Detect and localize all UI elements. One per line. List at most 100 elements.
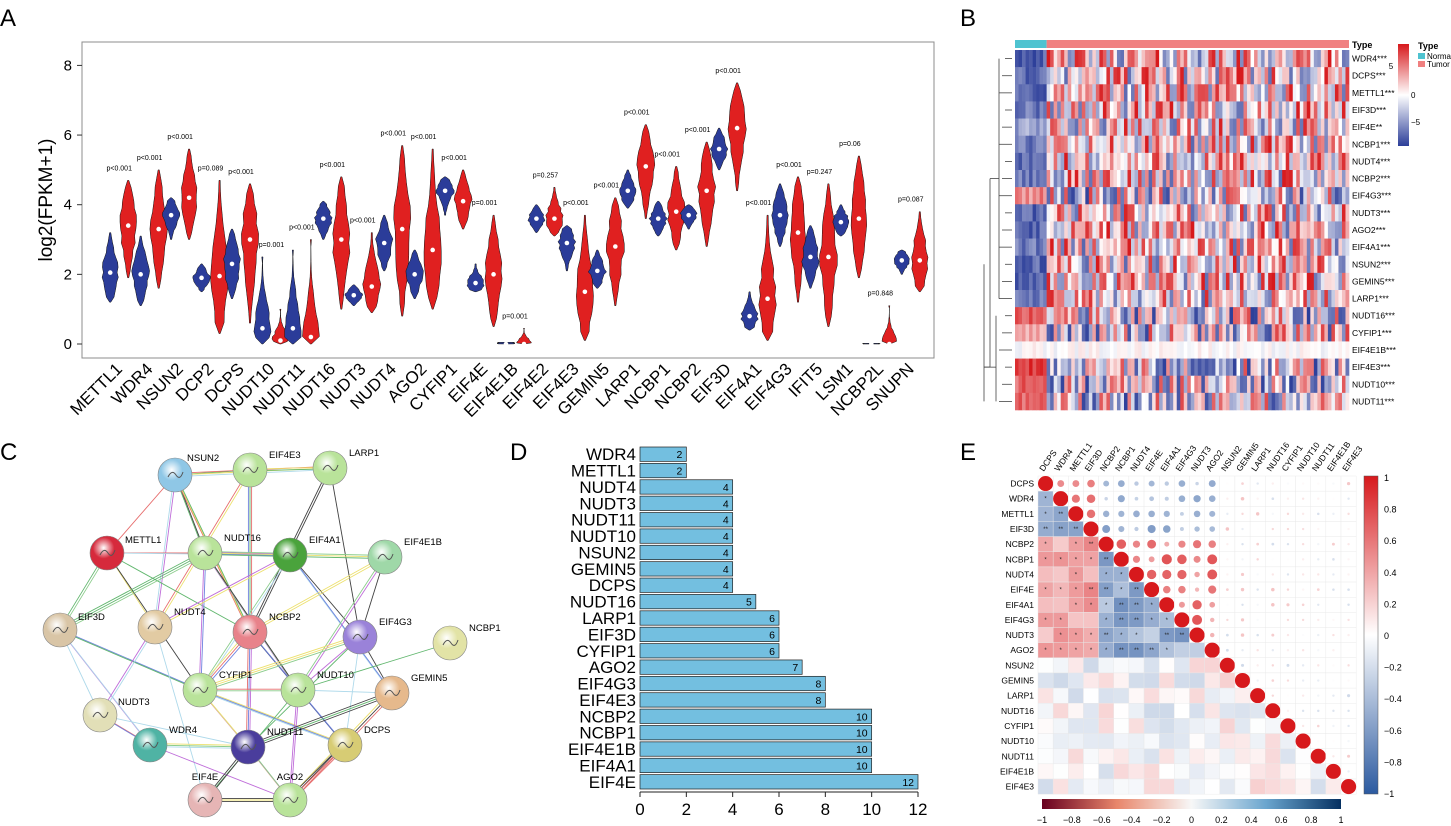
heatmap-cell bbox=[1292, 187, 1297, 205]
heatmap-cell bbox=[1109, 238, 1114, 257]
heatmap-cell bbox=[1278, 358, 1283, 377]
heatmap-cell bbox=[1071, 221, 1076, 239]
heatmap-cell bbox=[1081, 170, 1086, 188]
heatmap-cell bbox=[1029, 152, 1033, 171]
heatmap-cell bbox=[1050, 324, 1054, 342]
heatmap-cell bbox=[1015, 135, 1019, 154]
heatmap-cell bbox=[1345, 170, 1350, 188]
corr-square bbox=[1143, 748, 1160, 765]
heatmap-cell bbox=[1039, 255, 1044, 274]
heatmap-cell bbox=[1180, 290, 1185, 308]
significance-mark: * bbox=[1044, 557, 1047, 563]
heatmap-cell bbox=[1271, 67, 1276, 85]
heatmap-cell bbox=[1102, 307, 1107, 325]
heatmap-cell bbox=[1039, 187, 1044, 205]
heatmap-cell bbox=[1152, 238, 1156, 257]
corr-circle bbox=[1207, 569, 1218, 580]
heatmap-cell bbox=[1025, 238, 1030, 257]
heatmap-cell bbox=[1261, 358, 1265, 377]
heatmap-cell bbox=[1250, 118, 1255, 137]
heatmap-cell bbox=[1081, 290, 1086, 308]
heatmap-cell bbox=[1071, 324, 1076, 342]
heatmap-cell bbox=[1057, 170, 1062, 188]
heatmap-cell bbox=[1194, 204, 1199, 222]
protein-structure-icon bbox=[192, 686, 209, 693]
heatmap-cell bbox=[1268, 135, 1272, 154]
corr-square bbox=[1143, 672, 1160, 689]
corr-square bbox=[1098, 778, 1114, 795]
heatmap-cell bbox=[1310, 375, 1315, 394]
heatmap-cell bbox=[1282, 187, 1287, 205]
heatmap-cell bbox=[1022, 272, 1026, 291]
heatmap-cell bbox=[1127, 272, 1132, 291]
heatmap-cell bbox=[1285, 341, 1290, 359]
heatmap-cell bbox=[1085, 152, 1090, 171]
heatmap-cell bbox=[1057, 152, 1062, 171]
heatmap-cell bbox=[1155, 67, 1160, 85]
heatmap-cell bbox=[1201, 392, 1206, 411]
heatmap-cell bbox=[1113, 375, 1118, 394]
heatmap-cell bbox=[1159, 375, 1163, 394]
heatmap-cell bbox=[1102, 290, 1107, 308]
heatmap-cell bbox=[1109, 341, 1114, 359]
network-node: GEMIN5 bbox=[374, 673, 447, 711]
corr-square bbox=[1083, 612, 1099, 628]
corr-square bbox=[1204, 778, 1221, 795]
p-value-label: p<0.001 bbox=[106, 165, 132, 172]
heatmap-cell bbox=[1345, 152, 1350, 171]
bar-category-label: WDR4 bbox=[586, 445, 636, 464]
type-label: Type bbox=[1352, 40, 1372, 50]
heatmap-cell bbox=[1275, 187, 1279, 205]
heatmap-cell bbox=[1208, 152, 1213, 171]
heatmap-cell bbox=[1152, 324, 1156, 342]
corr-square bbox=[1189, 718, 1205, 734]
heatmap-cell bbox=[1152, 272, 1156, 291]
heatmap-cell bbox=[1257, 135, 1262, 154]
corr-square bbox=[1113, 733, 1130, 749]
heatmap-cell bbox=[1015, 101, 1019, 119]
heatmap-cell bbox=[1243, 358, 1248, 377]
heatmap-cell bbox=[1261, 50, 1265, 68]
heatmap-cell bbox=[1292, 118, 1297, 137]
network-edge bbox=[198, 552, 205, 690]
heatmap-cell bbox=[1299, 358, 1304, 377]
heatmap-cell bbox=[1250, 152, 1255, 171]
heatmap-cell bbox=[1247, 50, 1251, 68]
protein-structure-icon bbox=[147, 623, 164, 630]
heatmap-cell bbox=[1218, 392, 1223, 411]
heatmap-cell bbox=[1183, 358, 1188, 377]
heatmap-cell bbox=[1064, 152, 1069, 171]
heatmap-cell bbox=[1232, 238, 1237, 257]
heatmap-cell bbox=[1053, 135, 1058, 154]
heatmap-cell bbox=[1240, 135, 1244, 154]
heatmap-cell bbox=[1169, 67, 1174, 85]
median-dot-tumor bbox=[582, 289, 588, 295]
heatmap-cell bbox=[1074, 187, 1079, 205]
heatmap-cell bbox=[1229, 187, 1234, 205]
heatmap-cell bbox=[1296, 238, 1301, 257]
heatmap-cell bbox=[1264, 170, 1269, 188]
heatmap-cell bbox=[1155, 324, 1160, 342]
heatmap-cell bbox=[1327, 358, 1332, 377]
row-label: GEMIN5*** bbox=[1352, 276, 1395, 286]
colorbar-tick: −0.2 bbox=[1384, 663, 1402, 673]
corr-circle bbox=[1347, 633, 1350, 637]
heatmap-row: NUDT11*** bbox=[1015, 392, 1395, 411]
heatmap-cell bbox=[1127, 118, 1132, 137]
heatmap-cell bbox=[1197, 152, 1202, 171]
heatmap-cell bbox=[1310, 170, 1315, 188]
bar-category-label: DCPS bbox=[589, 576, 636, 595]
heatmap-cell bbox=[1218, 187, 1223, 205]
heatmap-cell bbox=[1162, 255, 1167, 274]
heatmap-cell bbox=[1317, 324, 1322, 342]
heatmap-cell bbox=[1187, 290, 1192, 308]
heatmap-cell bbox=[1247, 238, 1251, 257]
heatmap-cell bbox=[1240, 101, 1244, 119]
heatmap-cell bbox=[1127, 101, 1132, 119]
heatmap-cell bbox=[1232, 187, 1237, 205]
heatmap-cell bbox=[1155, 392, 1160, 411]
heatmap-cell bbox=[1159, 392, 1163, 411]
heatmap-cell bbox=[1247, 290, 1251, 308]
row-gene-label: NUDT11 bbox=[1002, 751, 1035, 761]
